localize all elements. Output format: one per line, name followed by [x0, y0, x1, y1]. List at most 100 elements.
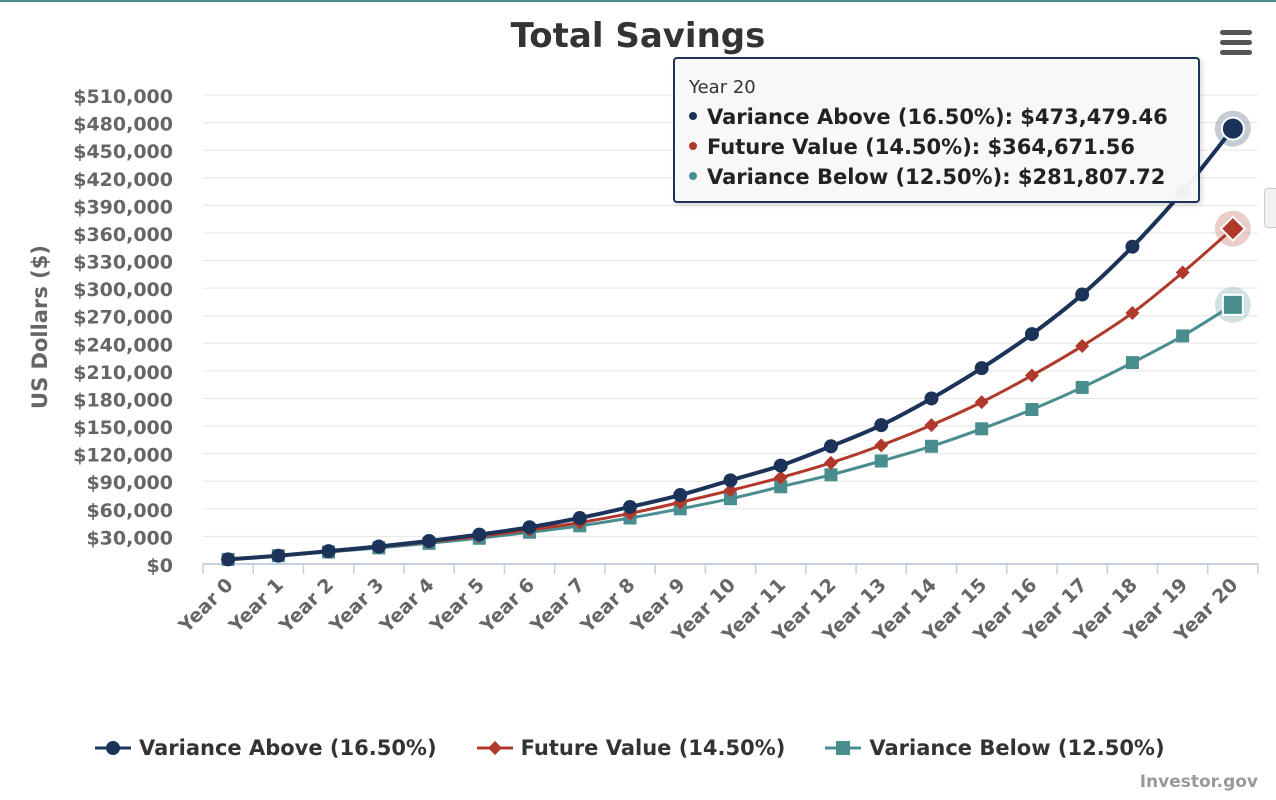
- legend-label: Future Value (14.50%): [520, 736, 786, 760]
- data-point: [773, 470, 788, 485]
- data-point: [221, 552, 236, 567]
- data-point: [1024, 368, 1039, 383]
- tooltip-row-label: Variance Above (16.50%): [707, 105, 1005, 129]
- y-tick-label: $390,000: [73, 196, 173, 218]
- hamburger-menu-icon[interactable]: [1214, 26, 1256, 64]
- data-point: [572, 511, 587, 526]
- data-point: [974, 395, 989, 410]
- legend-item-variance-below[interactable]: Variance Below (12.50%): [825, 736, 1165, 760]
- side-scroll-tab[interactable]: [1264, 188, 1276, 228]
- data-point: [975, 422, 989, 436]
- data-point: [924, 439, 938, 453]
- data-point: [723, 473, 738, 488]
- tooltip-row-value: $473,479.46: [1020, 105, 1168, 129]
- y-tick-label: $90,000: [86, 472, 173, 494]
- y-tick-label: $480,000: [73, 114, 173, 136]
- data-point: [974, 361, 989, 376]
- data-point: [1125, 239, 1140, 254]
- y-tick-label: $330,000: [73, 252, 173, 274]
- y-tick-label: $270,000: [73, 307, 173, 329]
- data-point: [773, 458, 788, 473]
- y-tick-label: $0: [147, 555, 173, 577]
- tooltip-row-value: $364,671.56: [987, 135, 1135, 159]
- data-point: [823, 455, 838, 470]
- y-tick-label: $180,000: [73, 389, 173, 411]
- data-point: [824, 468, 838, 482]
- x-tick-label: Year 6: [475, 574, 539, 638]
- series-dot-icon: [689, 172, 697, 180]
- data-point: [472, 527, 487, 542]
- series-diamond: [221, 210, 1251, 567]
- y-tick-label: $360,000: [73, 224, 173, 246]
- tooltip-row-label: Future Value (14.50%): [707, 135, 972, 159]
- data-point: [874, 438, 889, 453]
- x-tick-label: Year 1: [224, 574, 288, 638]
- top-border: [0, 0, 1276, 2]
- tooltip-row-value: $281,807.72: [1017, 165, 1166, 189]
- legend-label: Variance Above (16.50%): [139, 736, 437, 760]
- tooltip-row-label: Variance Below (12.50%): [707, 165, 1003, 189]
- y-tick-label: $150,000: [73, 417, 173, 439]
- legend-item-variance-above[interactable]: Variance Above (16.50%): [95, 736, 437, 760]
- data-point: [874, 418, 889, 433]
- data-point: [1075, 339, 1090, 354]
- data-point: [1125, 356, 1139, 370]
- x-tick-label: Year 4: [375, 574, 439, 638]
- y-tick-label: $300,000: [73, 279, 173, 301]
- credits-link[interactable]: Investor.gov: [1139, 772, 1258, 792]
- x-tick-label: Year 3: [325, 574, 389, 638]
- x-tick-label: Year 2: [275, 574, 339, 638]
- data-point: [1125, 305, 1140, 320]
- y-tick-label: $60,000: [86, 500, 173, 522]
- data-point: [673, 488, 688, 503]
- data-point: [1024, 327, 1039, 342]
- series-dot-icon: [689, 142, 697, 150]
- menu-bar: [1220, 30, 1252, 35]
- y-tick-label: $510,000: [73, 86, 173, 108]
- data-point: [371, 539, 386, 554]
- chart-legend: Variance Above (16.50%) Future Value (14…: [95, 730, 1205, 766]
- data-point: [823, 439, 838, 454]
- diamond-marker-icon: [476, 741, 513, 755]
- y-tick-label: $420,000: [73, 169, 173, 191]
- data-point: [1175, 265, 1190, 280]
- y-tick-label: $210,000: [73, 362, 173, 384]
- y-tick-label: $120,000: [73, 445, 173, 467]
- data-point: [924, 418, 939, 433]
- series: [221, 110, 1251, 567]
- data-point: [321, 544, 336, 559]
- data-point: [1025, 403, 1039, 417]
- series-line: [228, 227, 1234, 561]
- chart-title: Total Savings: [511, 16, 766, 56]
- x-tick-label: Year 7: [526, 574, 590, 638]
- tooltip-header: Year 20: [689, 77, 756, 98]
- x-tick-label: Year 8: [576, 574, 640, 638]
- data-point-highlight: [1220, 116, 1245, 141]
- series-circle: [221, 110, 1251, 567]
- data-point-highlight: [1219, 215, 1247, 243]
- data-point: [1075, 380, 1089, 394]
- data-point: [874, 454, 888, 468]
- menu-bar: [1220, 40, 1252, 45]
- legend-label: Variance Below (12.50%): [869, 736, 1165, 760]
- y-tick-label: $450,000: [73, 141, 173, 163]
- y-axis-label: US Dollars ($): [28, 245, 52, 409]
- y-tick-label: $30,000: [86, 527, 173, 549]
- data-point: [623, 499, 638, 514]
- tooltip-row: Variance Below (12.50%): $281,807.72: [689, 162, 1184, 192]
- data-point: [724, 492, 737, 506]
- chart-tooltip: Year 20 Variance Above (16.50%): $473,47…: [673, 57, 1200, 203]
- tooltip-row: Future Value (14.50%): $364,671.56: [689, 132, 1184, 162]
- legend-item-future-value[interactable]: Future Value (14.50%): [476, 736, 786, 760]
- data-point: [924, 391, 939, 406]
- data-point: [723, 483, 738, 498]
- data-point: [422, 534, 437, 549]
- circle-marker-icon: [95, 741, 131, 755]
- menu-bar: [1220, 50, 1252, 55]
- x-tick-label: Year 5: [425, 574, 489, 638]
- data-point-highlight: [1221, 293, 1244, 316]
- y-tick-label: $240,000: [73, 334, 173, 356]
- series-dot-icon: [689, 112, 697, 120]
- tooltip-row: Variance Above (16.50%): $473,479.46: [689, 102, 1184, 132]
